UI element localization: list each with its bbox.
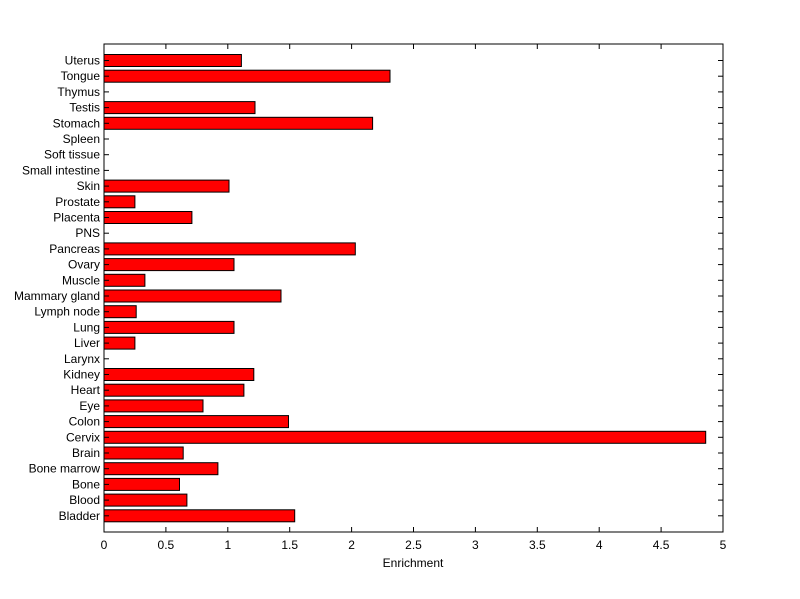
bar-brain xyxy=(103,446,184,460)
y-tick-label: Placenta xyxy=(53,211,100,225)
y-tick-label: Mammary gland xyxy=(14,289,100,303)
bar-eye xyxy=(103,399,204,413)
bars-layer xyxy=(103,54,707,523)
y-tick-label: Bone xyxy=(72,477,100,491)
bar-skin xyxy=(103,179,230,193)
y-tick-label: Larynx xyxy=(64,352,100,366)
y-tick-label: Liver xyxy=(74,336,100,350)
y-tick-label: Stomach xyxy=(53,116,100,130)
y-tick-label: Muscle xyxy=(62,273,100,287)
y-tick-label: PNS xyxy=(75,226,100,240)
bar-bone xyxy=(103,477,180,491)
y-tick-label: Cervix xyxy=(66,430,100,444)
bar-heart xyxy=(103,383,245,397)
y-tick-label: Tongue xyxy=(61,69,101,83)
bar-bone-marrow xyxy=(103,462,219,476)
bar-placenta xyxy=(103,211,193,224)
y-tick-label: Pancreas xyxy=(49,242,100,256)
bar-uterus xyxy=(103,54,242,67)
y-tick-label: Eye xyxy=(79,399,100,413)
bar-lung xyxy=(103,320,235,334)
bar-bladder xyxy=(103,509,296,523)
y-tick-label: Blood xyxy=(69,493,100,507)
bar-blood xyxy=(103,493,188,507)
bar-tongue xyxy=(103,69,391,83)
bar-colon xyxy=(103,415,289,429)
bar-muscle xyxy=(103,273,146,287)
x-tick-label: 4.5 xyxy=(653,538,670,552)
x-axis-label: Enrichment xyxy=(383,556,444,570)
y-tick-label: Brain xyxy=(72,446,100,460)
x-tick-label: 4 xyxy=(596,538,603,552)
y-tick-label: Bladder xyxy=(59,509,100,523)
bar-cervix xyxy=(103,430,707,444)
y-tick-label: Skin xyxy=(77,179,100,193)
x-tick-label: 3.5 xyxy=(529,538,546,552)
bar-stomach xyxy=(103,116,374,130)
x-tick-label: 0 xyxy=(101,538,108,552)
y-tick-label: Uterus xyxy=(65,54,100,68)
y-tick-label: Bone marrow xyxy=(29,462,101,476)
y-tick-label: Ovary xyxy=(68,258,100,272)
y-tick-label: Soft tissue xyxy=(44,148,100,162)
x-tick-label: 2 xyxy=(348,538,355,552)
y-tick-label: Kidney xyxy=(63,368,100,382)
y-tick-label: Heart xyxy=(71,383,101,397)
y-tick-label: Testis xyxy=(69,101,100,115)
x-tick-label: 2.5 xyxy=(405,538,422,552)
bar-pancreas xyxy=(103,242,356,256)
y-tick-label: Lymph node xyxy=(34,305,100,319)
y-tick-label: Spleen xyxy=(63,132,100,146)
bar-mammary-gland xyxy=(103,289,282,303)
y-tick-label: Colon xyxy=(69,415,100,429)
x-tick-label: 0.5 xyxy=(158,538,175,552)
y-tick-label: Prostate xyxy=(55,195,100,209)
x-tick-label: 1 xyxy=(224,538,231,552)
bar-testis xyxy=(103,101,256,115)
y-tick-label: Thymus xyxy=(57,85,100,99)
x-tick-label: 1.5 xyxy=(281,538,298,552)
y-tick-label: Small intestine xyxy=(22,163,100,177)
x-axis: 0 0.5 1 1.5 2 2.5 3 3.5 4 4.5 5 xyxy=(101,44,727,552)
bar-kidney xyxy=(103,368,255,381)
x-tick-label: 5 xyxy=(720,538,727,552)
x-tick-label: 3 xyxy=(472,538,479,552)
y-tick-label: Lung xyxy=(73,320,100,334)
bar-ovary xyxy=(103,258,235,272)
